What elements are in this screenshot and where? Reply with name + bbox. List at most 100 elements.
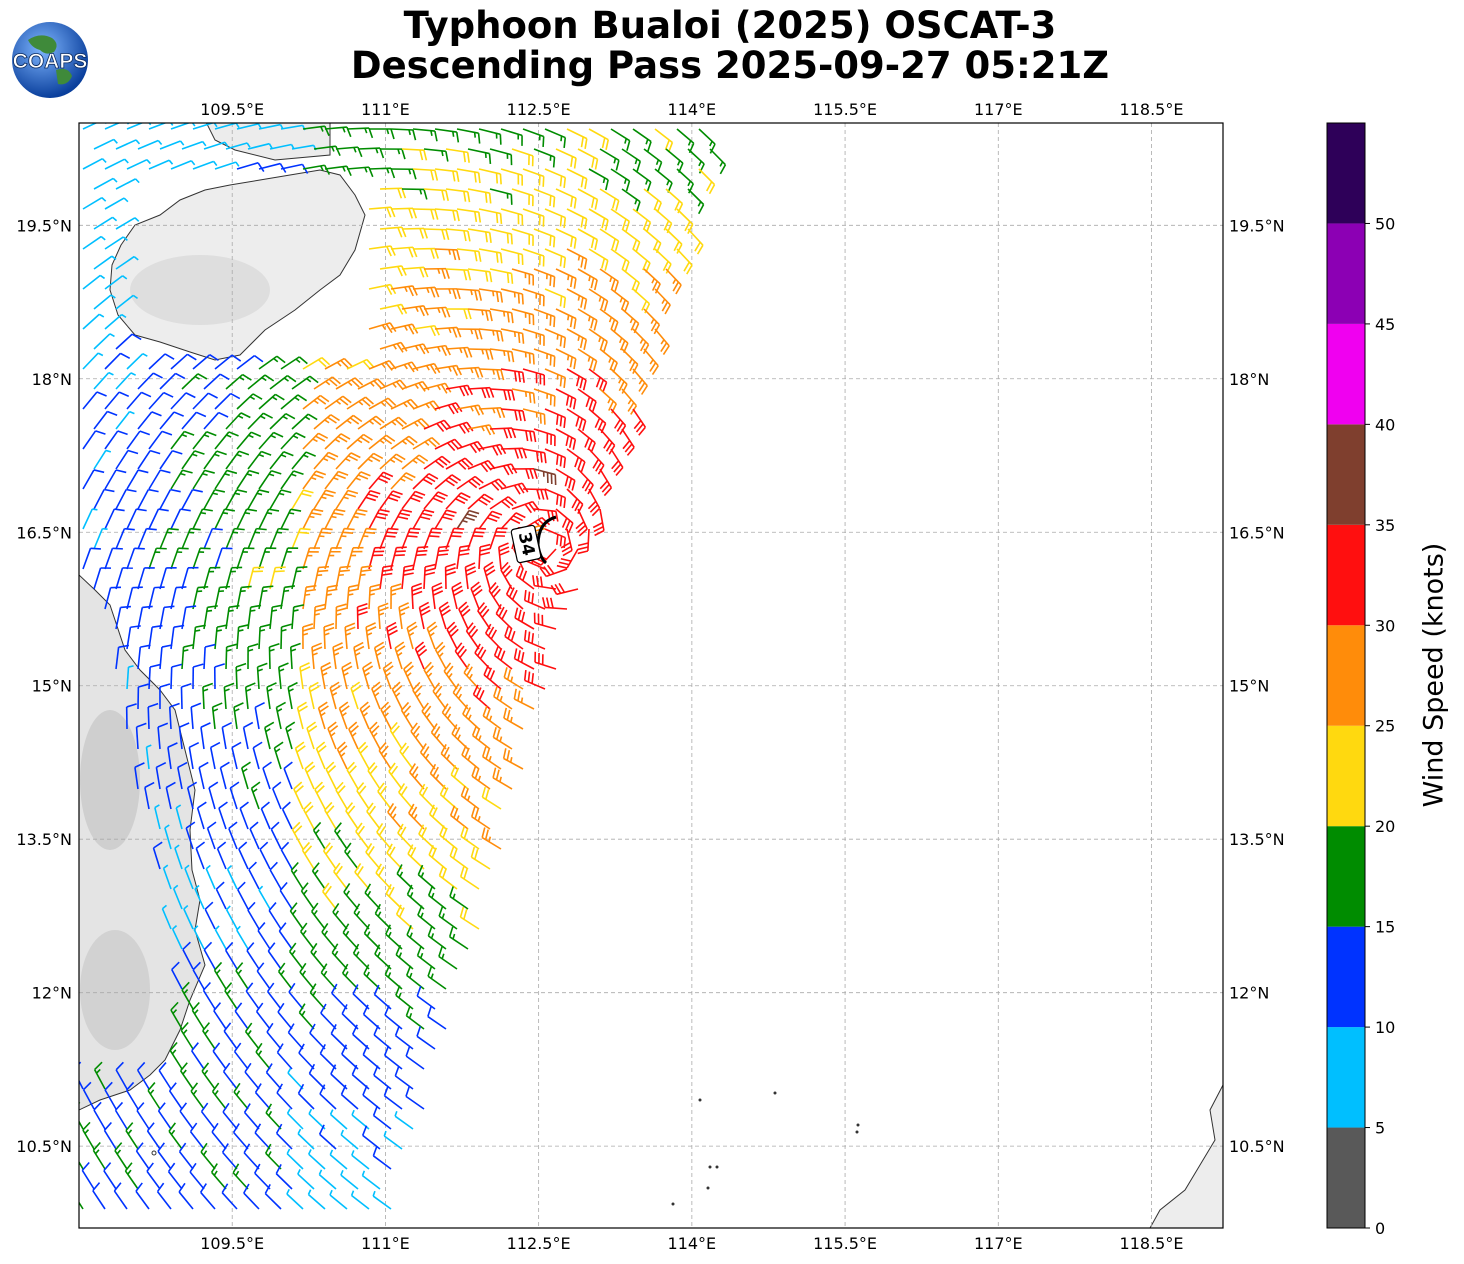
wind-barb <box>412 545 429 570</box>
wind-barb <box>239 801 249 830</box>
wind-barb <box>456 248 482 262</box>
wind-barb <box>269 412 296 430</box>
wind-barb <box>379 265 407 277</box>
wind-barb <box>82 430 106 450</box>
wind-barb <box>189 1162 205 1190</box>
wind-barb <box>236 162 265 172</box>
wind-barb <box>599 348 618 373</box>
wind-barb <box>259 841 271 870</box>
wind-barb <box>434 248 461 261</box>
wind-barb <box>577 308 598 331</box>
wind-barb <box>427 1006 447 1030</box>
wind-barb <box>125 1081 139 1110</box>
wind-barb <box>82 196 107 210</box>
wind-barb <box>246 942 260 970</box>
wind-barb <box>228 821 238 850</box>
wind-barb <box>280 432 306 450</box>
wind-barb <box>299 962 315 990</box>
wind-barb <box>260 801 271 830</box>
wind-barb <box>178 1142 194 1170</box>
wind-barb <box>352 943 370 970</box>
wind-barb <box>203 605 218 630</box>
wind-barb <box>379 453 406 470</box>
wind-barb <box>154 804 161 830</box>
wind-barb <box>515 565 535 590</box>
wind-barb <box>92 1182 106 1210</box>
wind-barb <box>264 721 275 750</box>
wind-barb <box>310 942 326 970</box>
wind-barb <box>379 527 399 550</box>
wind-barb <box>484 623 502 650</box>
wind-barb <box>203 643 216 670</box>
wind-barb <box>351 1150 370 1170</box>
wind-barb <box>148 159 174 170</box>
wind-barb <box>93 177 118 190</box>
wind-barb <box>493 686 513 710</box>
wind-barb <box>374 903 392 930</box>
wind-barb <box>577 188 599 210</box>
wind-barb <box>218 801 228 830</box>
wind-barb <box>302 623 314 650</box>
wind-barb <box>338 701 350 730</box>
wind-barb <box>244 1022 260 1050</box>
wind-barb <box>390 398 419 410</box>
wind-barb <box>320 661 332 690</box>
wind-barb <box>687 188 705 215</box>
wind-barb <box>377 602 389 630</box>
wind-barb <box>302 394 330 410</box>
wind-barb <box>665 228 683 254</box>
wind-barb <box>505 584 524 610</box>
wind-barb <box>489 496 517 510</box>
wind-barb <box>82 1121 95 1150</box>
wind-barb <box>390 435 418 450</box>
wind-barb <box>192 392 218 410</box>
wind-barb <box>192 961 205 990</box>
wind-barb <box>203 488 226 510</box>
wind-barb <box>126 391 152 410</box>
wind-barb <box>296 701 308 730</box>
wind-barb <box>137 372 163 390</box>
wind-barb <box>93 410 118 430</box>
wind-barb <box>148 430 173 450</box>
wind-barb <box>277 1002 293 1030</box>
wind-barb <box>332 642 344 670</box>
wind-barb <box>379 226 407 238</box>
wind-barb <box>202 1022 216 1050</box>
wind-barb <box>511 500 540 514</box>
wind-barb <box>236 355 264 370</box>
wind-barb <box>459 866 480 890</box>
wind-barb <box>170 586 187 610</box>
wind-barb <box>478 478 507 491</box>
wind-barb <box>232 1123 249 1150</box>
wind-barb <box>522 488 549 500</box>
wind-barb <box>115 1061 128 1090</box>
colorbar-tick-label: 50 <box>1375 214 1395 233</box>
wind-barb <box>82 508 98 530</box>
wind-barb <box>280 394 308 410</box>
wind-barb <box>478 168 502 185</box>
wind-barb <box>170 160 196 170</box>
wind-barb <box>258 431 284 450</box>
wind-barb <box>190 1082 205 1110</box>
wind-barb <box>115 372 137 390</box>
wind-barb <box>588 448 605 475</box>
wind-barb <box>478 288 504 303</box>
wind-barb <box>544 248 567 269</box>
wind-barb <box>391 681 403 710</box>
wind-barb <box>224 941 238 970</box>
wind-barb <box>426 621 438 650</box>
wind-barb <box>368 583 381 610</box>
wind-barb <box>208 781 219 810</box>
wind-barb <box>577 348 598 372</box>
wind-barb <box>236 431 262 450</box>
wind-barb <box>405 965 425 990</box>
lon-tick-bottom: 114°E <box>668 1234 717 1253</box>
wind-barb <box>332 902 348 930</box>
wind-barb <box>500 168 524 186</box>
wind-barb <box>423 306 451 318</box>
wind-barb <box>423 491 448 510</box>
wind-barb <box>276 1043 293 1070</box>
wind-barb <box>599 268 619 292</box>
wind-barb <box>249 821 260 850</box>
wind-barb <box>493 645 513 670</box>
